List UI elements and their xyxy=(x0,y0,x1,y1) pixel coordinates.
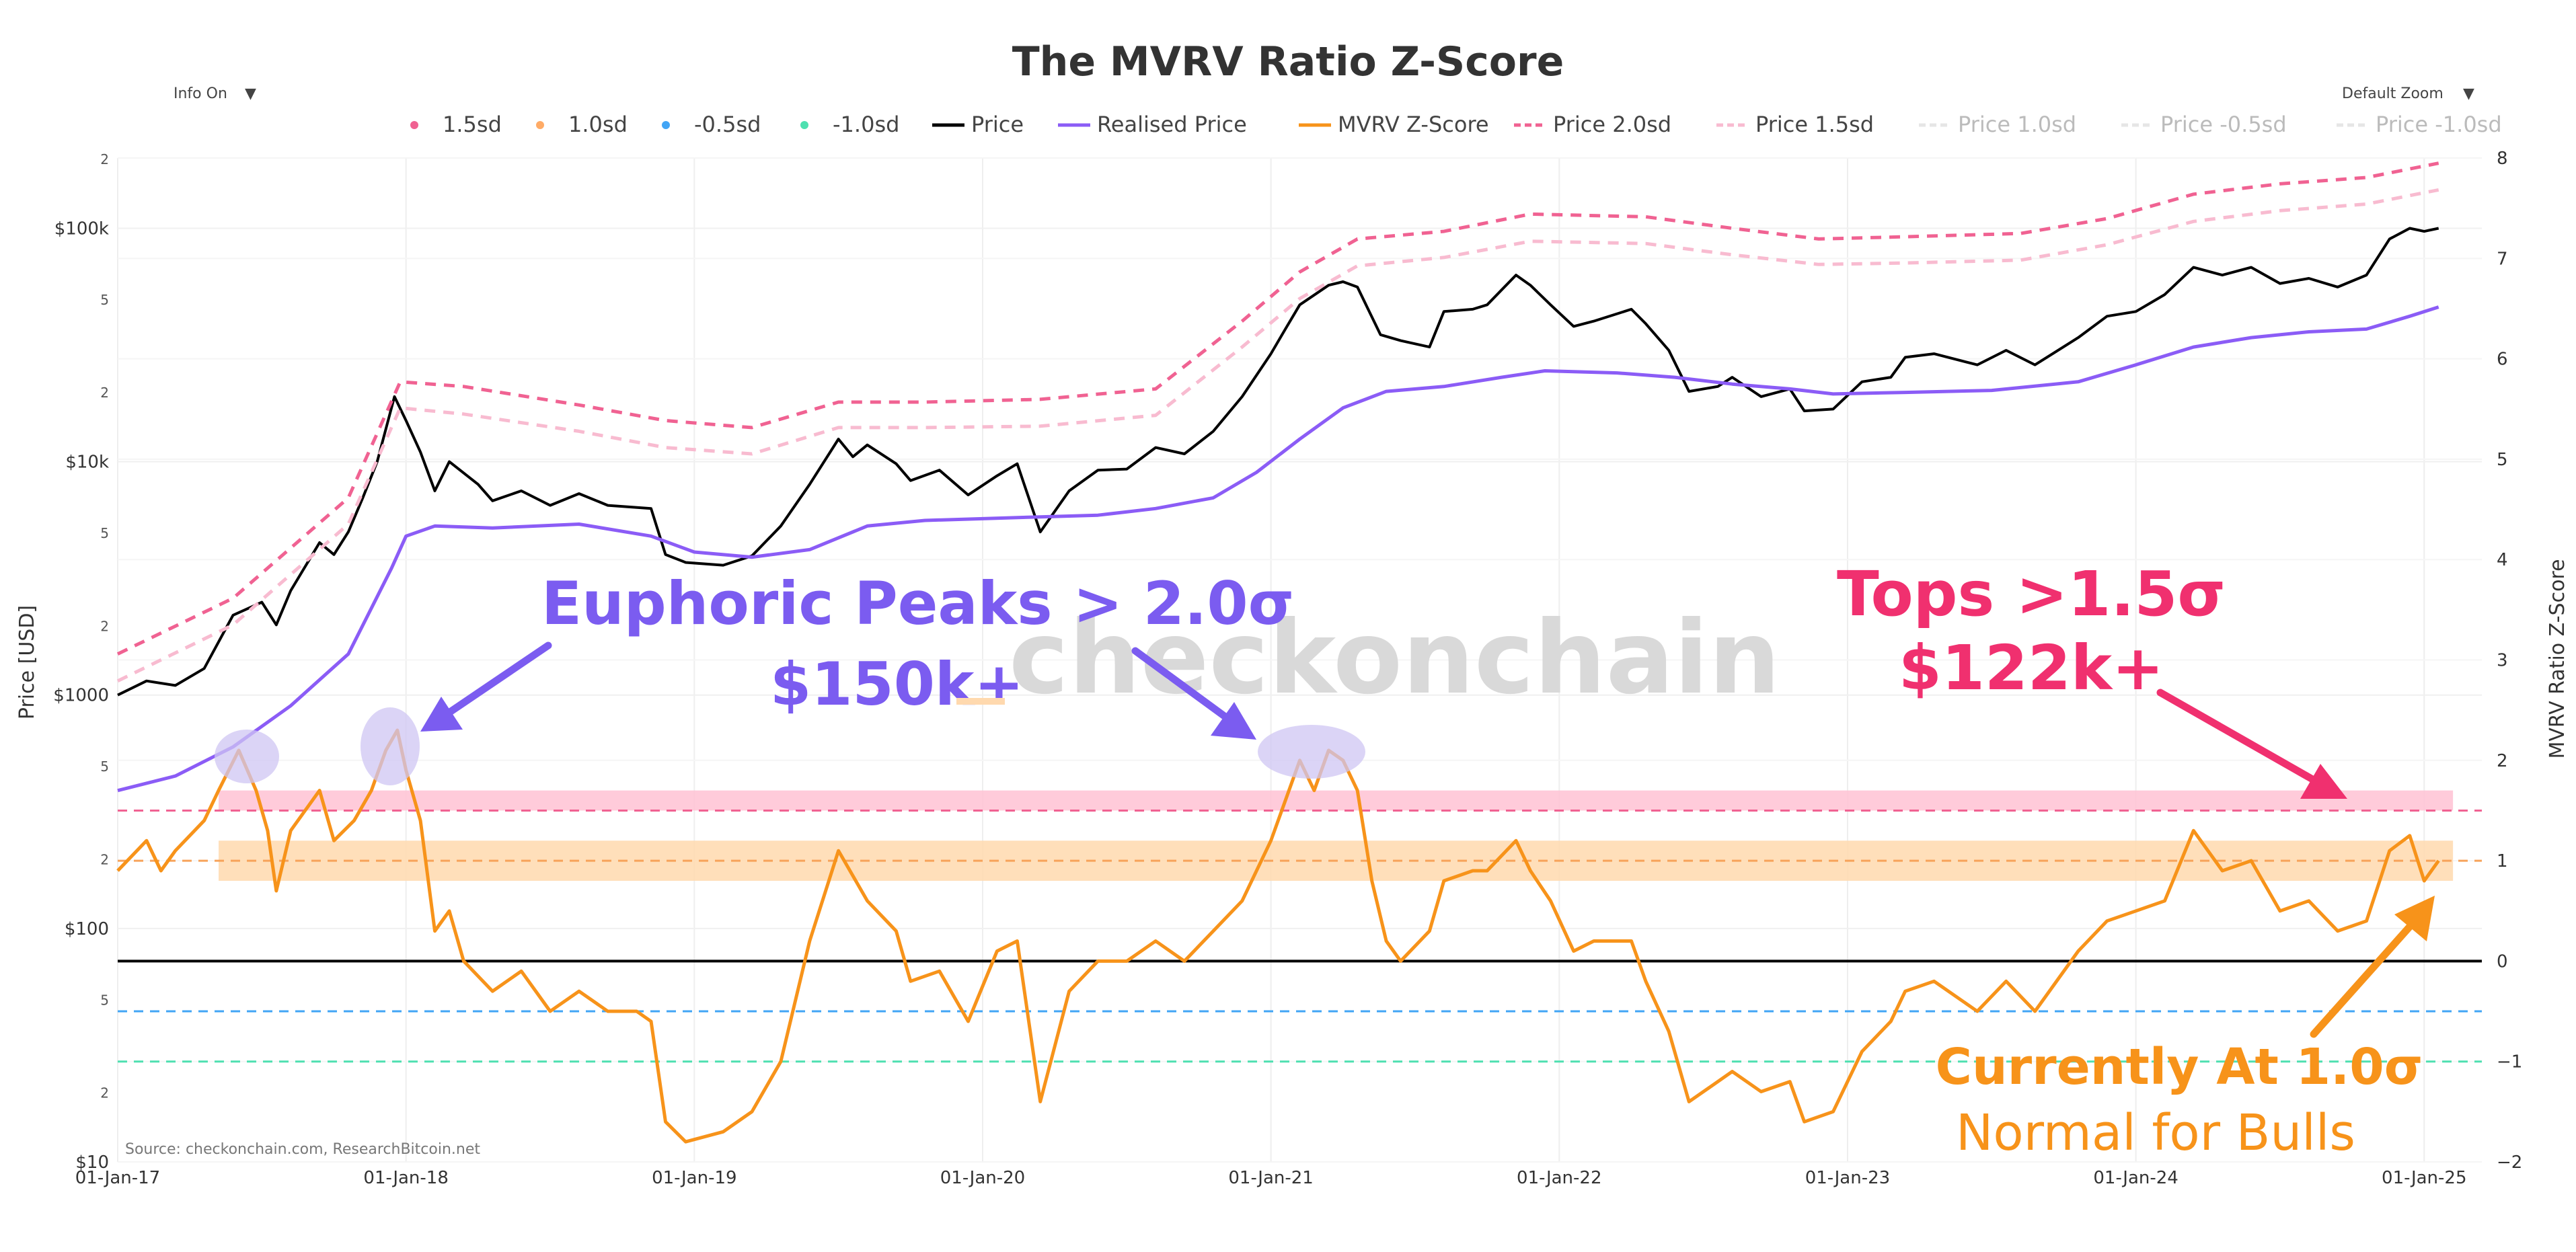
tops-label: Tops >1.5σ xyxy=(1837,558,2226,630)
legend-item[interactable]: 1.5sd xyxy=(410,112,502,137)
legend-item[interactable]: 1.0sd xyxy=(536,112,628,137)
zoom-menu[interactable]: Default Zoom ▼ xyxy=(2342,85,2474,102)
current-label: Currently At 1.0σ xyxy=(1936,1038,2423,1096)
zoom-menu-label: Default Zoom xyxy=(2342,85,2444,102)
series-line-price xyxy=(117,227,2439,697)
legend-label: Realised Price xyxy=(1097,112,1247,137)
legend-item[interactable]: MVRV Z-Score xyxy=(1299,112,1489,137)
legend-label: -1.0sd xyxy=(833,112,899,137)
chevron-down-icon: ▼ xyxy=(2463,85,2474,102)
legend-item[interactable]: Price -1.0sd xyxy=(2337,112,2502,137)
legend-item[interactable]: -0.5sd xyxy=(662,112,761,137)
legend-label: Price -1.0sd xyxy=(2376,112,2502,137)
x-tick-label: 01-Jan-20 xyxy=(940,1168,1025,1188)
peak-highlight-2021 xyxy=(1258,725,1365,779)
watermark: checkonchain xyxy=(1009,600,1780,717)
legend-swatch xyxy=(410,121,418,129)
legend-item[interactable]: Price 1.5sd xyxy=(1716,112,1874,137)
legend-item[interactable]: Price xyxy=(932,112,1024,137)
y-left-tick-label: $100 xyxy=(65,919,109,939)
info-menu-label: Info On xyxy=(174,85,227,102)
y-right-tick-label: 2 xyxy=(2497,751,2508,771)
tops-price: $122k+ xyxy=(1899,632,2164,704)
series-line-realised-price xyxy=(117,305,2439,793)
legend-item[interactable]: Price 2.0sd xyxy=(1514,112,1671,137)
y-left-tick-label: 2 xyxy=(100,851,109,867)
y-axis-left-label: Price [USD] xyxy=(15,605,39,719)
chevron-down-icon: ▼ xyxy=(245,85,256,102)
legend-label: Price 1.0sd xyxy=(1958,112,2076,137)
y-right-tick-label: 0 xyxy=(2497,951,2508,972)
legend: 1.5sd 1.0sd -0.5sd -1.0sd Price Realised Pric… xyxy=(410,112,2502,137)
legend-swatch xyxy=(662,121,670,129)
arrow-current xyxy=(2310,896,2435,1038)
legend-item[interactable]: Price -0.5sd xyxy=(2121,112,2287,137)
arrow-tops xyxy=(2156,689,2347,799)
x-tick-label: 01-Jan-22 xyxy=(1517,1168,1601,1188)
x-tick-label: 01-Jan-17 xyxy=(75,1168,160,1188)
euphoric-peaks-label: Euphoric Peaks > 2.0σ xyxy=(541,569,1294,638)
x-axis-ticks: 01-Jan-17 01-Jan-18 01-Jan-19 01-Jan-20 01-J… xyxy=(75,1168,2467,1188)
reference-lines xyxy=(118,809,2482,1063)
legend-label: Price xyxy=(971,112,1024,137)
y-left-tick-label: 5 xyxy=(100,758,109,775)
legend-item[interactable]: Price 1.0sd xyxy=(1919,112,2076,137)
x-tick-label: 01-Jan-24 xyxy=(2093,1168,2178,1188)
x-tick-label: 01-Jan-19 xyxy=(652,1168,736,1188)
peak-highlight-2017 xyxy=(215,730,279,783)
series-line-price-1-5sd xyxy=(116,188,2439,682)
legend-label: 1.0sd xyxy=(568,112,628,137)
legend-label: Price 1.5sd xyxy=(1755,112,1874,137)
y-left-tick-label: 5 xyxy=(100,992,109,1008)
series-line-price-2-0sd xyxy=(116,161,2439,656)
info-menu[interactable]: Info On ▼ xyxy=(174,85,256,102)
y-left-tick-label: $10 xyxy=(75,1152,109,1173)
x-tick-label: 01-Jan-25 xyxy=(2382,1168,2466,1188)
sigma-bands xyxy=(219,790,2454,881)
y-right-tick-label: 8 xyxy=(2497,149,2508,169)
y-left-tick-label: $1000 xyxy=(53,686,109,706)
y-left-tick-label: 2 xyxy=(100,385,109,401)
arrow-left-peak xyxy=(420,641,552,732)
peak-highlight-2018 xyxy=(361,707,420,785)
legend-swatch xyxy=(536,121,544,129)
legend-label: MVRV Z-Score xyxy=(1338,112,1489,137)
y-axis-right-label: MVRV Ratio Z-Score xyxy=(2546,559,2569,758)
y-right-tick-label: 1 xyxy=(2497,851,2508,871)
y-left-tick-label: 2 xyxy=(100,1085,109,1101)
y-left-tick-label: $100k xyxy=(54,219,109,239)
y-axis-right-ticks: −2 −1 0 1 2 3 4 5 6 7 8 xyxy=(2497,149,2522,1173)
y-left-tick-label: 2 xyxy=(100,151,109,167)
y-right-tick-label: 3 xyxy=(2497,651,2508,671)
y-right-tick-label: 7 xyxy=(2497,249,2508,269)
x-tick-label: 01-Jan-23 xyxy=(1805,1168,1890,1188)
euphoric-peaks-price: $150k+ xyxy=(770,650,1024,719)
legend-label: Price 2.0sd xyxy=(1553,112,1671,137)
legend-item[interactable]: Realised Price xyxy=(1058,112,1247,137)
y-right-tick-label: 4 xyxy=(2497,550,2508,570)
sigma-band xyxy=(219,790,2454,811)
legend-label: Price -0.5sd xyxy=(2160,112,2287,137)
y-right-tick-label: −1 xyxy=(2497,1052,2522,1072)
y-left-tick-label: 5 xyxy=(100,292,109,308)
legend-label: 1.5sd xyxy=(443,112,502,137)
x-tick-label: 01-Jan-21 xyxy=(1228,1168,1313,1188)
y-right-tick-label: −2 xyxy=(2497,1152,2522,1173)
x-tick-label: 01-Jan-18 xyxy=(363,1168,448,1188)
arrow-right-peak xyxy=(1131,647,1256,740)
price-underline xyxy=(956,698,1005,705)
chart-title: The MVRV Ratio Z-Score xyxy=(1012,38,1564,85)
legend-swatch xyxy=(800,121,808,129)
current-subtitle: Normal for Bulls xyxy=(1956,1104,2355,1162)
source-note: Source: checkonchain.com, ResearchBitcoi… xyxy=(125,1141,480,1158)
y-left-tick-label: 5 xyxy=(100,525,109,541)
y-left-tick-label: 2 xyxy=(100,618,109,634)
legend-label: -0.5sd xyxy=(694,112,761,137)
y-right-tick-label: 5 xyxy=(2497,450,2508,470)
y-right-tick-label: 6 xyxy=(2497,350,2508,370)
y-axis-left-ticks: $10 2 5 $100 2 5 $1000 2 5 $10k 2 5 $100k 2 xyxy=(53,151,109,1173)
legend-item[interactable]: -1.0sd xyxy=(800,112,899,137)
y-left-tick-label: $10k xyxy=(65,453,109,473)
